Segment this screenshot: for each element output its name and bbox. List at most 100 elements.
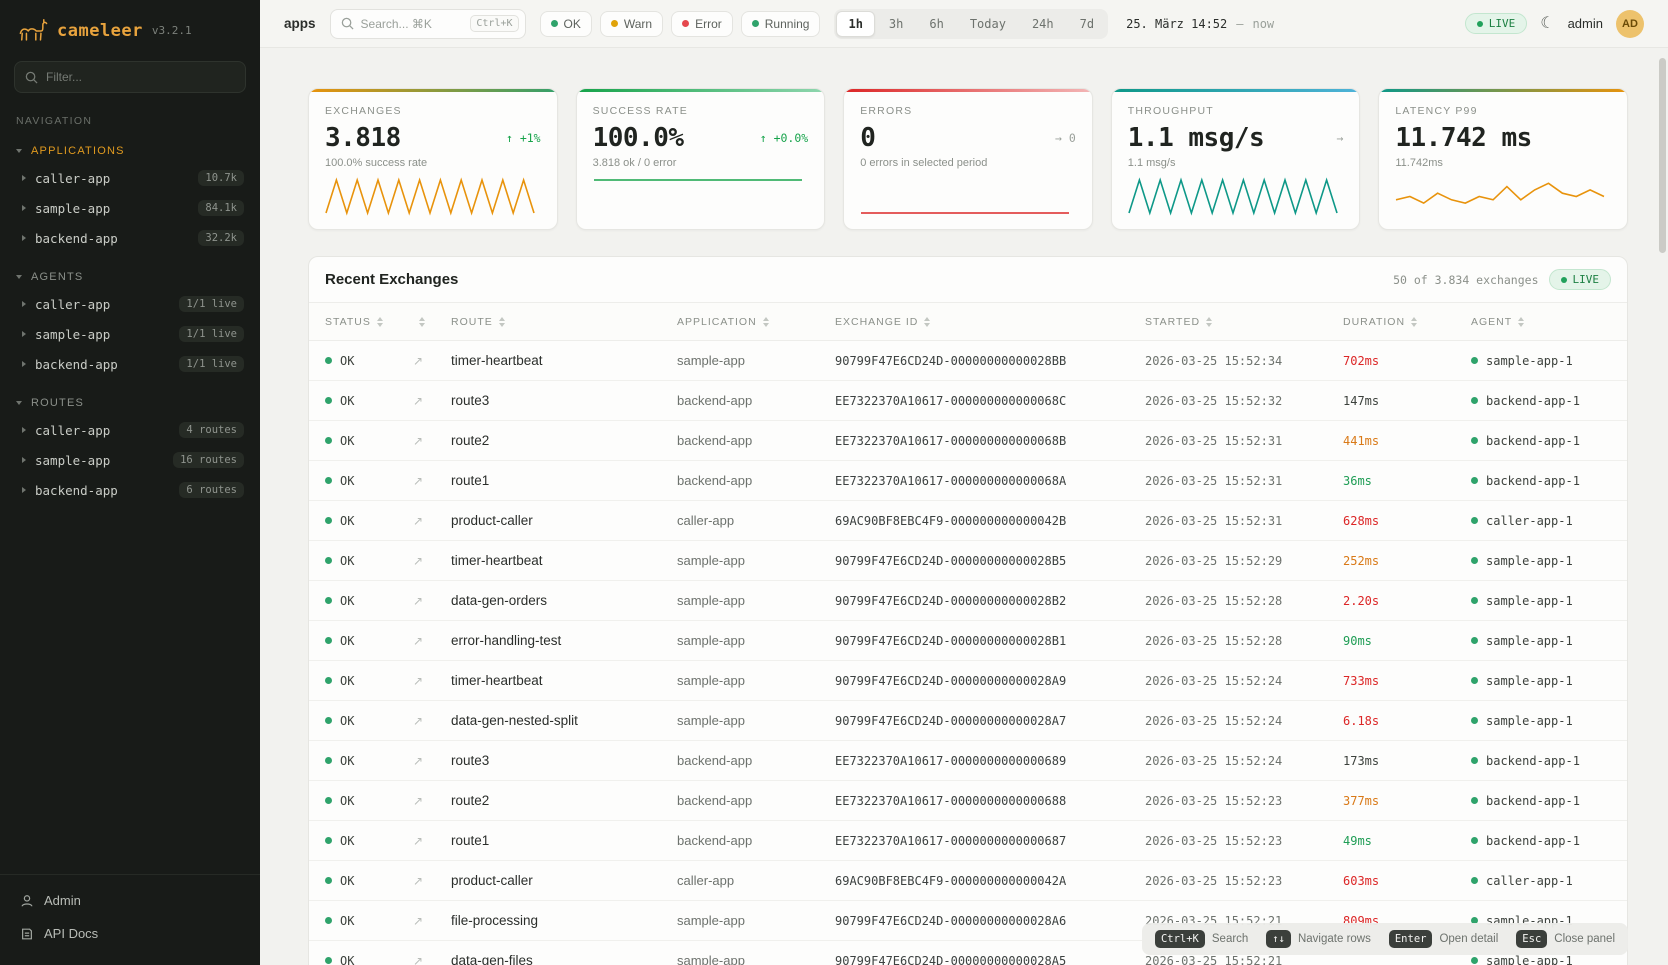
started-cell: 2026-03-25 15:52:31 <box>1145 473 1283 488</box>
agent-cell: caller-app-1 <box>1471 514 1611 528</box>
table-row[interactable]: OK ↗ timer-heartbeat sample-app 90799F47… <box>309 661 1627 701</box>
open-exchange-icon[interactable]: ↗ <box>413 953 424 965</box>
api-docs-icon <box>22 928 32 939</box>
open-cell: ↗ <box>413 874 451 888</box>
table-row[interactable]: OK ↗ route2 backend-app EE7322370A10617-… <box>309 781 1627 821</box>
application-cell: sample-app <box>677 353 745 368</box>
open-exchange-icon[interactable]: ↗ <box>413 433 424 448</box>
context-label: apps <box>284 16 316 31</box>
open-exchange-icon[interactable]: ↗ <box>413 793 424 808</box>
open-exchange-icon[interactable]: ↗ <box>413 473 424 488</box>
open-exchange-icon[interactable]: ↗ <box>413 833 424 848</box>
time-range-button[interactable]: 7d <box>1068 11 1106 37</box>
duration-cell: 173ms <box>1343 753 1380 768</box>
sidebar-item[interactable]: sample-app 16 routes <box>0 445 260 475</box>
open-exchange-icon[interactable]: ↗ <box>413 673 424 688</box>
agent-status-dot <box>1471 757 1478 764</box>
time-range-button[interactable]: 24h <box>1020 11 1066 37</box>
column-header[interactable]: AGENT <box>1471 316 1611 328</box>
column-header[interactable]: STARTED <box>1145 316 1343 328</box>
table-row[interactable]: OK ↗ product-caller caller-app 69AC90BF8… <box>309 501 1627 541</box>
date-range[interactable]: 25. März 14:52 — now <box>1126 17 1274 31</box>
sidebar-filter-input[interactable] <box>46 70 235 84</box>
time-range-button[interactable]: 3h <box>877 11 915 37</box>
status-label: OK <box>340 513 355 528</box>
section-header-applications[interactable]: APPLICATIONS <box>0 139 260 163</box>
time-range-button[interactable]: 6h <box>917 11 955 37</box>
column-header[interactable]: APPLICATION <box>677 316 835 328</box>
sidebar-item-api-docs[interactable]: API Docs <box>16 918 244 949</box>
sidebar-item[interactable]: sample-app 1/1 live <box>0 319 260 349</box>
theme-toggle[interactable]: ☾ <box>1540 15 1554 32</box>
table-row[interactable]: OK ↗ route1 backend-app EE7322370A10617-… <box>309 821 1627 861</box>
open-exchange-icon[interactable]: ↗ <box>413 393 424 408</box>
table-row[interactable]: OK ↗ timer-heartbeat sample-app 90799F47… <box>309 541 1627 581</box>
table-row[interactable]: OK ↗ route3 backend-app EE7322370A10617-… <box>309 381 1627 421</box>
section-header-agents[interactable]: AGENTS <box>0 265 260 289</box>
column-header[interactable]: DURATION <box>1343 316 1471 328</box>
status-filter-chip[interactable]: OK <box>539 10 592 37</box>
agent-cell: backend-app-1 <box>1471 474 1611 488</box>
table-row[interactable]: OK ↗ route2 backend-app EE7322370A10617-… <box>309 421 1627 461</box>
open-exchange-icon[interactable]: ↗ <box>413 513 424 528</box>
open-exchange-icon[interactable]: ↗ <box>413 753 424 768</box>
agent-label: sample-app-1 <box>1486 593 1573 608</box>
table-row[interactable]: OK ↗ data-gen-orders sample-app 90799F47… <box>309 581 1627 621</box>
sidebar-item[interactable]: backend-app 32.2k <box>0 223 260 253</box>
sidebar-item[interactable]: caller-app 4 routes <box>0 415 260 445</box>
card-value: 11.742 ms <box>1395 123 1532 153</box>
open-exchange-icon[interactable]: ↗ <box>413 353 424 368</box>
live-indicator[interactable]: LIVE <box>1464 13 1528 34</box>
column-header[interactable]: EXCHANGE ID <box>835 316 1145 328</box>
column-header[interactable]: STATUS <box>325 316 413 328</box>
chevron-right-icon <box>22 235 26 241</box>
search-icon <box>341 17 354 30</box>
section-header-routes[interactable]: ROUTES <box>0 391 260 415</box>
open-exchange-icon[interactable]: ↗ <box>413 713 424 728</box>
status-filter-chip[interactable]: Warn <box>599 10 664 37</box>
table-row[interactable]: OK ↗ timer-heartbeat sample-app 90799F47… <box>309 341 1627 381</box>
table-live-indicator[interactable]: LIVE <box>1548 269 1611 290</box>
time-range-button[interactable]: Today <box>958 11 1018 37</box>
table-row[interactable]: OK ↗ data-gen-nested-split sample-app 90… <box>309 701 1627 741</box>
sidebar-item[interactable]: sample-app 84.1k <box>0 193 260 223</box>
status-cell: OK <box>325 474 413 488</box>
exchange-id-cell: 90799F47E6CD24D-00000000000028B5 <box>835 553 1067 568</box>
sidebar-item[interactable]: caller-app 1/1 live <box>0 289 260 319</box>
sidebar-filter[interactable] <box>14 61 246 93</box>
open-exchange-icon[interactable]: ↗ <box>413 873 424 888</box>
agent-label: sample-app-1 <box>1486 553 1573 568</box>
table-row[interactable]: OK ↗ error-handling-test sample-app 9079… <box>309 621 1627 661</box>
exchange-id-cell: 90799F47E6CD24D-00000000000028A5 <box>835 953 1067 965</box>
table-row[interactable]: OK ↗ data-gen-files sample-app 90799F47E… <box>309 941 1627 965</box>
status-filter-chip[interactable]: Running <box>740 10 821 37</box>
user-avatar[interactable]: AD <box>1616 9 1644 38</box>
exchange-id-cell: 69AC90BF8EBC4F9-000000000000042A <box>835 873 1067 888</box>
route-cell: data-gen-nested-split <box>451 713 578 728</box>
chevron-right-icon <box>22 487 26 493</box>
column-header[interactable] <box>413 316 451 327</box>
open-exchange-icon[interactable]: ↗ <box>413 913 424 928</box>
scrollbar-thumb[interactable] <box>1659 58 1666 253</box>
card-value: 1.1 msg/s <box>1127 123 1265 153</box>
sidebar-item[interactable]: backend-app 1/1 live <box>0 349 260 379</box>
sidebar-item[interactable]: caller-app 10.7k <box>0 163 260 193</box>
open-exchange-icon[interactable]: ↗ <box>413 553 424 568</box>
sidebar-item[interactable]: backend-app 6 routes <box>0 475 260 505</box>
global-search[interactable]: Ctrl+K <box>329 8 526 39</box>
table-row[interactable]: OK ↗ route3 backend-app EE7322370A10617-… <box>309 741 1627 781</box>
open-exchange-icon[interactable]: ↗ <box>413 633 424 648</box>
table-row[interactable]: OK ↗ route1 backend-app EE7322370A10617-… <box>309 461 1627 501</box>
sort-icon <box>1518 316 1525 327</box>
status-label: OK <box>340 433 355 448</box>
time-range-button[interactable]: 1h <box>836 10 875 37</box>
global-search-input[interactable] <box>360 16 464 31</box>
sidebar-item-admin[interactable]: Admin <box>16 885 244 916</box>
open-exchange-icon[interactable]: ↗ <box>413 593 424 608</box>
status-filter-chip[interactable]: Error <box>671 10 733 37</box>
exchange-id-cell: EE7322370A10617-000000000000068A <box>835 473 1067 488</box>
table-row[interactable]: OK ↗ product-caller caller-app 69AC90BF8… <box>309 861 1627 901</box>
open-cell: ↗ <box>413 754 451 768</box>
status-label: OK <box>340 833 355 848</box>
column-header[interactable]: ROUTE <box>451 316 677 328</box>
